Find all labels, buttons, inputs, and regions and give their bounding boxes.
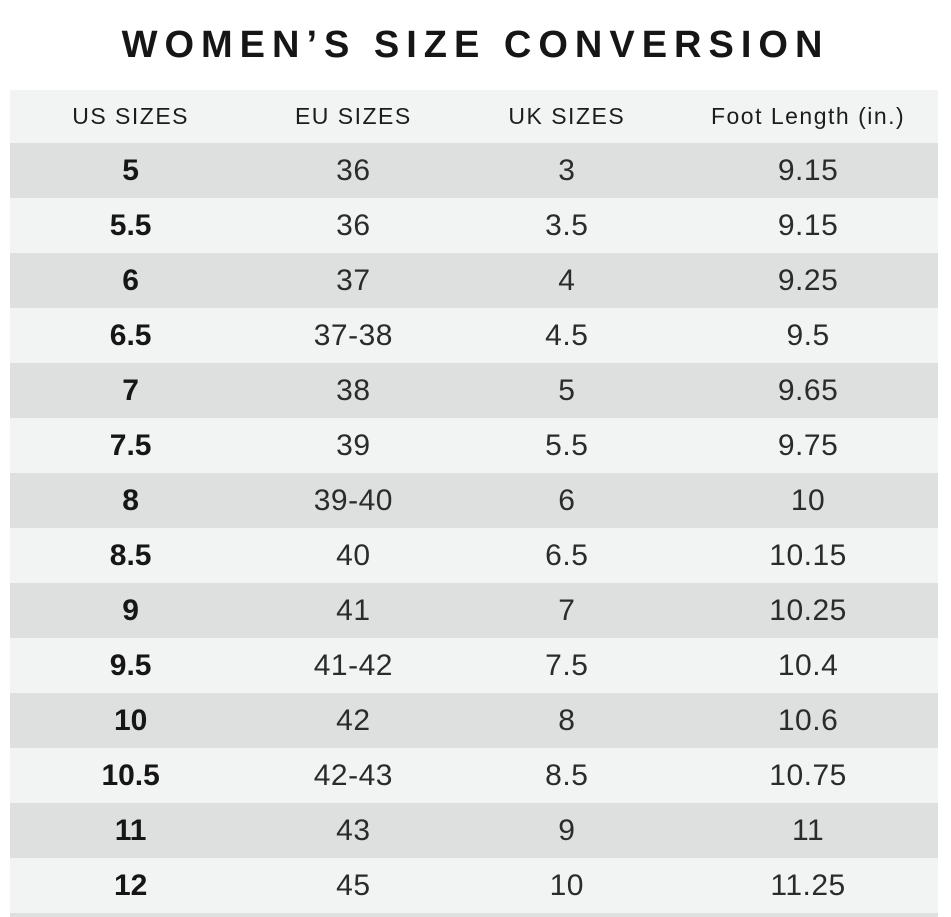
table-cell-foot-length: 9.15 — [777, 153, 839, 187]
table-cell-foot-length: 9.75 — [777, 428, 839, 462]
table-head: US SIZES EU SIZES UK SIZES Foot Length (in.… — [10, 90, 938, 143]
table-row: 7 38 5 9.65 — [10, 363, 938, 418]
table-cell-uk-sizes: 4 — [558, 263, 576, 297]
table-cell-foot-length: 9.65 — [777, 373, 839, 407]
table-cell-foot-length: 10 — [790, 483, 826, 517]
table-row: 6.5 37-38 4.5 9.5 — [10, 308, 938, 363]
table-cell-eu-sizes: 37-38 — [313, 318, 393, 352]
table-cell-uk-sizes: 7 — [558, 593, 576, 627]
table-cell-eu-sizes: 39-40 — [313, 483, 393, 517]
table-cell-foot-length: 10.75 — [769, 758, 847, 792]
table-row: 6 37 4 9.25 — [10, 253, 938, 308]
table-row: 5.5 36 3.5 9.15 — [10, 198, 938, 253]
table-row: 5 36 3 9.15 — [10, 143, 938, 198]
table-cell-us-sizes: 9.5 — [109, 648, 152, 682]
table-cell-uk-sizes: 8.5 — [545, 758, 589, 792]
table-cell-us-sizes: 7 — [122, 373, 139, 407]
table-row: 7.5 39 5.5 9.75 — [10, 418, 938, 473]
title-bar: WOMEN’S SIZE CONVERSION — [0, 0, 951, 90]
table-cell-eu-sizes: 38 — [336, 373, 371, 407]
column-header-us-sizes: US SIZES — [10, 90, 252, 143]
table-row: 11 43 9 11 — [10, 803, 938, 858]
table-cell-us-sizes: 8 — [122, 483, 139, 517]
table-row: 8 39-40 6 10 — [10, 473, 938, 528]
column-header-eu-sizes: EU SIZES — [251, 90, 456, 143]
table-cell-eu-sizes: 45 — [336, 868, 371, 902]
table-cell-eu-sizes: 39 — [336, 428, 371, 462]
table-cell-eu-sizes: 43 — [336, 813, 371, 847]
table-cell-us-sizes: 6.5 — [109, 318, 152, 352]
table-cell-us-sizes: 5 — [122, 153, 139, 187]
column-header-uk-sizes: UK SIZES — [455, 90, 679, 143]
table-cell-eu-sizes: 40 — [336, 538, 371, 572]
table-cell-us-sizes: 7.5 — [109, 428, 152, 462]
table-cell-us-sizes: 5.5 — [109, 208, 152, 242]
table-cell-uk-sizes: 3.5 — [545, 208, 589, 242]
table-cell-us-sizes: 11 — [114, 813, 147, 847]
table-cell-uk-sizes: 4.5 — [545, 318, 589, 352]
table-cell-uk-sizes: 10 — [549, 868, 584, 902]
table-row: 10 42 8 10.6 — [10, 693, 938, 748]
table-cell-eu-sizes: 36 — [336, 208, 371, 242]
table-cell-foot-length: 9.5 — [786, 318, 830, 352]
table-cell-uk-sizes: 9 — [558, 813, 576, 847]
table-cell-us-sizes: 8.5 — [109, 538, 152, 572]
table-cell-uk-sizes: 8 — [558, 703, 576, 737]
table-row: 8.5 40 6.5 10.15 — [10, 528, 938, 583]
table-cell-uk-sizes: 6 — [558, 483, 576, 517]
table-cell-eu-sizes: 42-43 — [313, 758, 393, 792]
table-row: 9 41 7 10.25 — [10, 583, 938, 638]
table-cell-us-sizes: 9 — [122, 593, 139, 627]
table-cell-foot-length: 10.6 — [777, 703, 839, 737]
table-cell-eu-sizes: 42 — [336, 703, 371, 737]
table-cell-foot-length: 10.25 — [769, 593, 847, 627]
table-cell-eu-sizes: 41 — [336, 593, 371, 627]
table-cell-us-sizes: 10 — [113, 703, 148, 737]
table-bottom-strip — [10, 913, 938, 917]
table-row: 12 45 10 11.25 — [10, 858, 938, 913]
table-cell-foot-length: 10.15 — [769, 538, 847, 572]
table-row: 9.5 41-42 7.5 10.4 — [10, 638, 938, 693]
table-cell-us-sizes: 10.5 — [101, 758, 160, 792]
table-cell-foot-length: 10.4 — [777, 648, 839, 682]
table-cell-eu-sizes: 36 — [336, 153, 371, 187]
page-title: WOMEN’S SIZE CONVERSION — [121, 23, 830, 66]
table-cell-eu-sizes: 41-42 — [313, 648, 393, 682]
size-conversion-table: US SIZES EU SIZES UK SIZES Foot Length (in.… — [10, 90, 938, 913]
table-cell-uk-sizes: 5 — [558, 373, 576, 407]
table-cell-foot-length: 11 — [791, 813, 825, 847]
table-cell-foot-length: 11.25 — [770, 868, 846, 902]
table-cell-eu-sizes: 37 — [336, 263, 371, 297]
table-cell-foot-length: 9.25 — [777, 263, 839, 297]
table-cell-uk-sizes: 7.5 — [545, 648, 589, 682]
table-row: 10.5 42-43 8.5 10.75 — [10, 748, 938, 803]
table-cell-uk-sizes: 5.5 — [545, 428, 589, 462]
table-cell-uk-sizes: 6.5 — [545, 538, 589, 572]
table-cell-us-sizes: 12 — [113, 868, 148, 902]
column-header-foot-length: Foot Length (in.) — [678, 90, 938, 143]
table-cell-uk-sizes: 3 — [558, 153, 576, 187]
header-row: US SIZES EU SIZES UK SIZES Foot Length (in.… — [10, 90, 938, 143]
table-cell-foot-length: 9.15 — [777, 208, 839, 242]
table-cell-us-sizes: 6 — [122, 263, 139, 297]
table-body: 5 36 3 9.15 5.5 36 3.5 9.15 6 37 4 9.25 6.5 37-38 4.5 9… — [10, 143, 938, 913]
